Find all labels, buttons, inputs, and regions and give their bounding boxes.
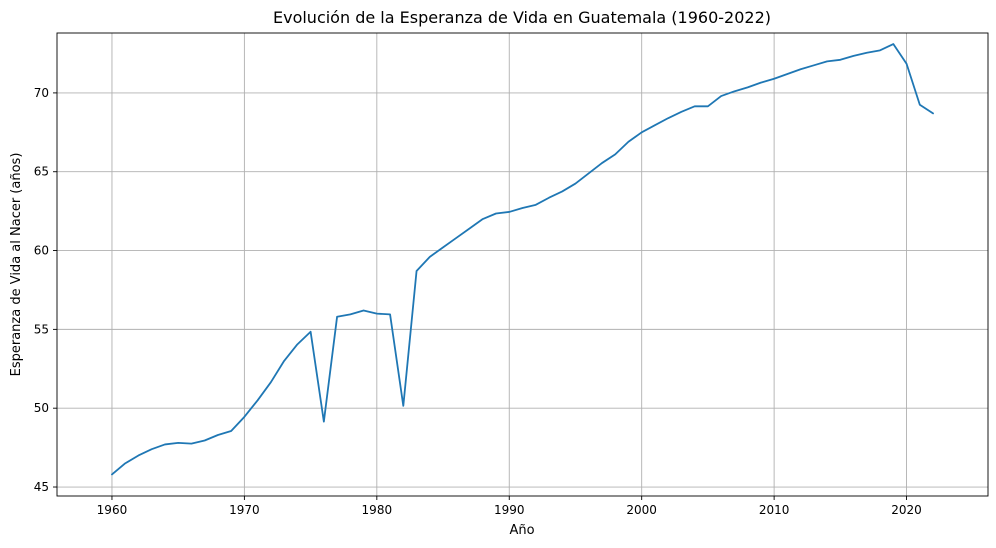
x-tick-label: 1960	[97, 503, 128, 517]
y-tick-label: 70	[34, 86, 49, 100]
y-tick-label: 45	[34, 480, 49, 494]
x-tick-label: 2000	[626, 503, 657, 517]
x-axis-ticks: 1960 1970 1980 1990 2000 2010 2020	[97, 496, 922, 517]
y-axis-ticks: 45 50 55 60 65 70	[34, 86, 57, 494]
x-tick-label: 1970	[229, 503, 260, 517]
y-axis-label: Esperanza de Vida al Nacer (años)	[9, 153, 24, 377]
y-tick-label: 60	[34, 244, 49, 258]
x-tick-label: 2010	[759, 503, 790, 517]
y-tick-label: 55	[34, 322, 49, 336]
x-tick-label: 1990	[494, 503, 525, 517]
x-tick-label: 1980	[362, 503, 393, 517]
data-line	[111, 43, 934, 476]
grid-lines	[57, 33, 988, 496]
y-tick-label: 65	[34, 165, 49, 179]
plot-area-frame	[56, 32, 989, 497]
x-axis-label: Año	[509, 523, 534, 538]
chart-title: Evolución de la Esperanza de Vida en Gua…	[273, 8, 771, 27]
y-tick-label: 50	[34, 401, 49, 415]
x-tick-label: 2020	[891, 503, 922, 517]
